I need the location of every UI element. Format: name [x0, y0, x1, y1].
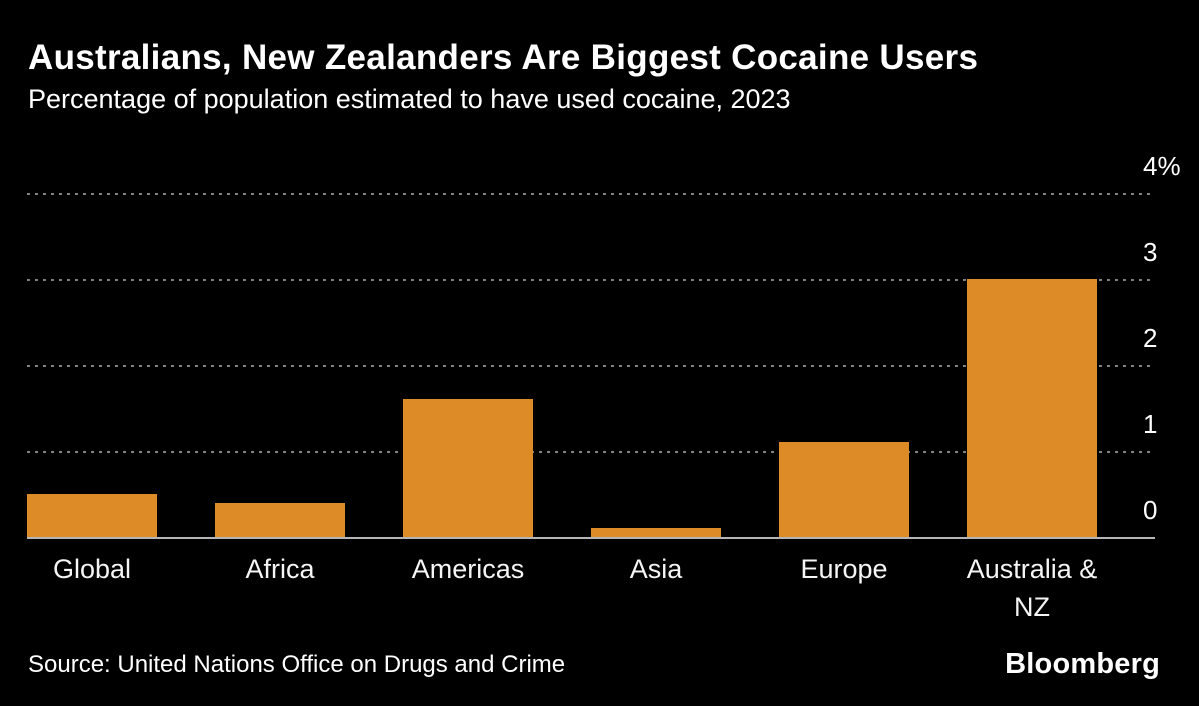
- y-axis-label: 3: [1143, 237, 1158, 267]
- y-axis-label: 2: [1143, 323, 1158, 353]
- x-axis-label: Africa: [245, 554, 315, 584]
- y-axis-label: 4%: [1143, 151, 1181, 181]
- bar-australia-nz: [967, 279, 1097, 537]
- x-axis-label: Australia & NZ: [966, 554, 1098, 622]
- bar-americas: [403, 399, 533, 537]
- gridline: [27, 451, 1155, 453]
- x-axis-label: Global: [52, 554, 132, 584]
- bloomberg-logo: Bloomberg: [1005, 648, 1160, 680]
- x-axis-baseline: [27, 537, 1155, 539]
- bar-europe: [779, 442, 909, 537]
- source-note: Source: United Nations Office on Drugs a…: [28, 651, 566, 678]
- gridline: [27, 365, 1155, 367]
- bar-global: [27, 494, 157, 537]
- gridline: [27, 279, 1155, 281]
- x-axis-label: Europe: [800, 554, 888, 584]
- chart-title: Australians, New Zealanders Are Biggest …: [28, 38, 979, 77]
- y-axis-label: 0: [1143, 495, 1158, 525]
- y-axis-label: 1: [1143, 409, 1158, 439]
- bar-africa: [215, 503, 345, 537]
- gridline: [27, 193, 1155, 195]
- x-axis-label: Americas: [411, 554, 525, 584]
- bar-asia: [591, 528, 721, 537]
- chart-subtitle: Percentage of population estimated to ha…: [28, 84, 791, 114]
- x-axis-label: Asia: [629, 554, 683, 584]
